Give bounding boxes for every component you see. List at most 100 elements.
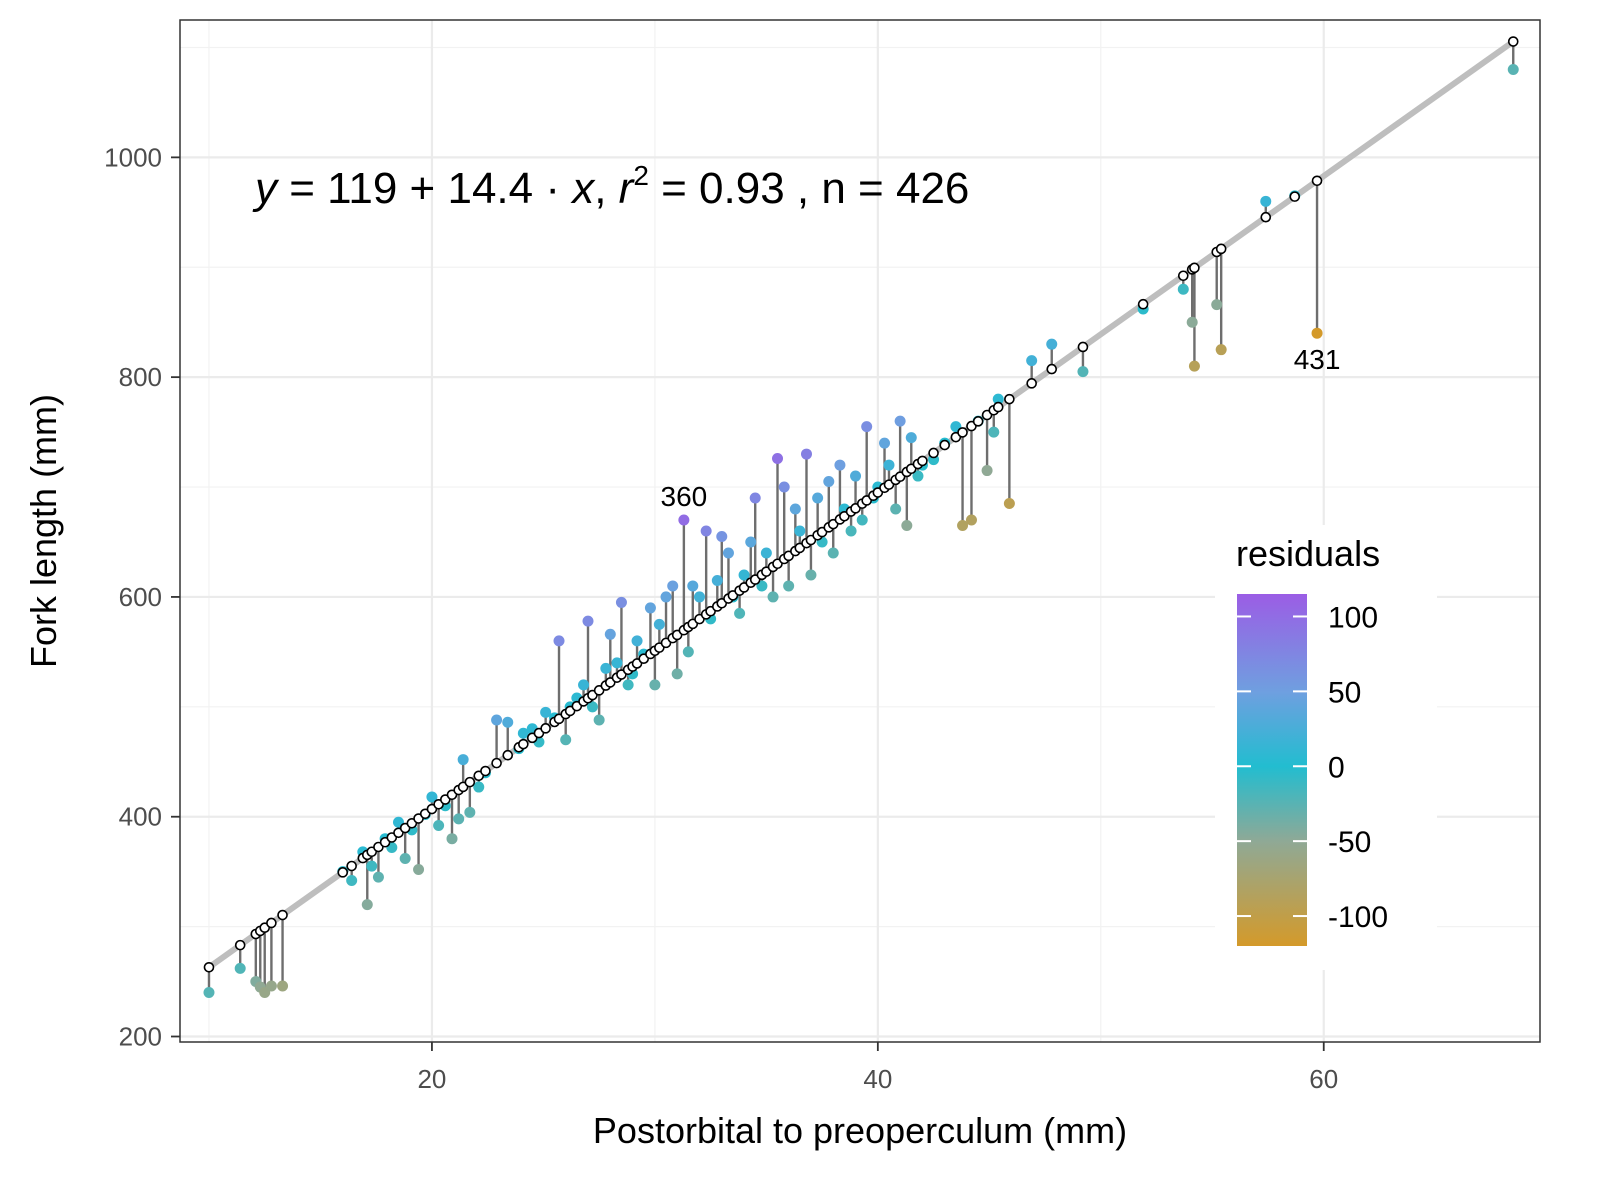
observed-point (426, 791, 438, 803)
observed-point (491, 714, 503, 726)
observed-point (611, 657, 623, 669)
observed-point (716, 530, 728, 542)
observed-point (615, 596, 627, 608)
equation-separator: , (594, 164, 618, 213)
y-tick-label: 600 (119, 582, 162, 612)
fitted-point (1137, 298, 1149, 310)
observed-point (834, 459, 846, 471)
observed-point (1188, 360, 1200, 372)
observed-point (600, 662, 612, 674)
observed-point (361, 899, 373, 911)
observed-point (749, 492, 761, 504)
observed-point (850, 470, 862, 482)
observed-point (827, 547, 839, 559)
equation-slope: 14.4 (447, 164, 533, 213)
fitted-point (491, 757, 502, 769)
observed-point (805, 569, 817, 581)
observed-point (649, 679, 661, 691)
observed-point (823, 476, 835, 488)
x-axis-title: Postorbital to preoperculum (mm) (593, 1110, 1127, 1151)
observed-point (560, 734, 572, 746)
observed-point (453, 813, 465, 825)
equation-r2-text: = 0.93 , n = 426 (649, 164, 969, 213)
fitted-point (992, 401, 1004, 413)
legend-title: residuals (1236, 533, 1380, 574)
observed-point (1186, 316, 1198, 328)
observed-point (894, 415, 906, 427)
fitted-point (1215, 243, 1227, 255)
fitted-point (234, 939, 246, 951)
observed-point (722, 547, 734, 559)
fitted-point (502, 749, 514, 761)
observed-point (433, 820, 445, 832)
observed-point (604, 628, 616, 640)
observed-point (734, 607, 746, 619)
observed-point (789, 503, 801, 515)
y-tick-label: 400 (119, 802, 162, 832)
equation-equals: = (277, 164, 327, 213)
observed-point (783, 580, 795, 592)
observed-point (778, 481, 790, 493)
x-tick-label: 20 (417, 1064, 446, 1094)
observed-point (901, 520, 913, 532)
equation-plus: + (397, 164, 447, 213)
observed-point (1177, 283, 1189, 295)
observed-point (1311, 327, 1323, 339)
point-labels: 360 431 (661, 344, 1341, 512)
observed-point (856, 514, 868, 526)
observed-point (540, 706, 552, 718)
fitted-point (972, 416, 984, 427)
observed-point (277, 980, 289, 992)
fitted-point (1289, 191, 1301, 202)
legend-tick-label: 0 (1328, 751, 1345, 784)
fitted-points (203, 36, 1519, 973)
observed-point (265, 980, 277, 992)
outlier-label: 360 (661, 481, 708, 512)
observed-point (912, 470, 924, 482)
equation-annotation: y = 119 + 14.4 · x, r2 = 0.93 , n = 426 (252, 160, 969, 213)
observed-point (772, 452, 784, 464)
observed-point (593, 714, 605, 726)
fitted-point (540, 723, 551, 734)
fitted-point (518, 738, 529, 750)
observed-point (965, 514, 977, 526)
x-axis: 20 40 60 (417, 1042, 1338, 1094)
observed-point (988, 426, 1000, 438)
legend-tick-label: -50 (1328, 826, 1371, 859)
observed-point (738, 569, 750, 581)
observed-point (464, 806, 476, 818)
legend-tick-label: -100 (1328, 901, 1388, 934)
fitted-point (1260, 211, 1272, 223)
equation-dot: · (533, 164, 572, 213)
observed-point (653, 618, 665, 630)
y-tick-label: 200 (119, 1022, 162, 1052)
observed-point (861, 421, 873, 433)
equation-intercept: 119 (327, 164, 397, 213)
observed-point (760, 547, 772, 559)
plot-border (179, 19, 1541, 1043)
fitted-point (1046, 363, 1058, 375)
observed-point (1026, 355, 1038, 367)
fitted-point (1189, 262, 1200, 274)
observed-point (644, 602, 656, 614)
equation-y: y (252, 164, 280, 213)
fitted-point (1077, 341, 1089, 353)
equation-r-exponent: 2 (633, 160, 649, 191)
observed-point (883, 459, 895, 471)
fitted-point (928, 447, 939, 459)
x-tick-label: 40 (863, 1064, 892, 1094)
observed-point (700, 525, 712, 537)
observed-point (678, 514, 690, 526)
observed-point (693, 591, 705, 603)
equation-x: x (570, 164, 596, 213)
observed-point (578, 679, 590, 691)
fitted-point (464, 776, 476, 788)
equation-r: r (619, 164, 636, 213)
observed-point (745, 536, 757, 548)
observed-point (905, 432, 917, 444)
outlier-label: 431 (1294, 344, 1341, 375)
minor-gridlines (180, 20, 1540, 1042)
observed-point (1507, 63, 1519, 75)
fitted-point (277, 909, 288, 921)
observed-point (957, 520, 969, 532)
